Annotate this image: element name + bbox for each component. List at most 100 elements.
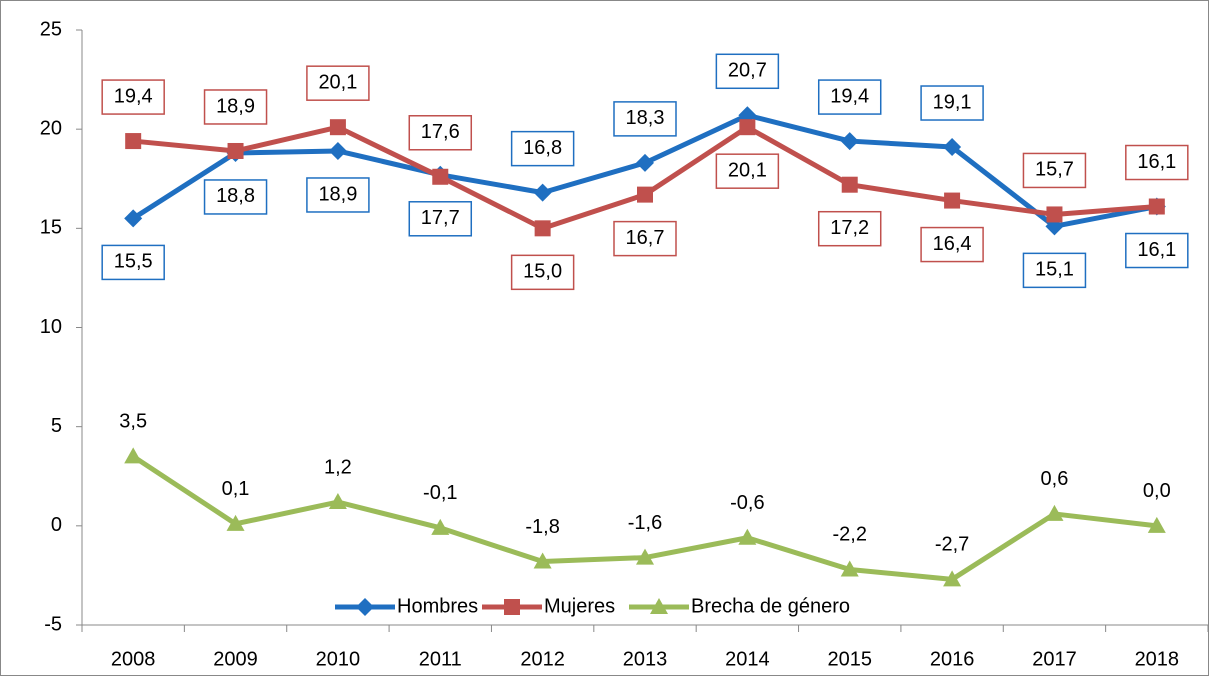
data-label: 20,7 xyxy=(728,60,767,82)
data-label: 18,8 xyxy=(216,185,255,207)
marker xyxy=(840,560,859,577)
marker xyxy=(328,141,347,160)
data-label: 0,6 xyxy=(1041,468,1069,490)
marker xyxy=(328,493,347,510)
data-label: 18,9 xyxy=(216,95,255,117)
data-label: 17,6 xyxy=(421,121,460,143)
marker xyxy=(504,599,520,615)
x-tick-label: 2015 xyxy=(827,648,872,670)
legend-label: Mujeres xyxy=(544,595,615,617)
y-tick-label: 25 xyxy=(40,18,62,40)
label-box xyxy=(1022,252,1087,289)
marker xyxy=(738,528,757,545)
data-label: 17,7 xyxy=(421,207,460,229)
label-box xyxy=(306,177,370,213)
label-box xyxy=(203,89,268,125)
data-label: 17,2 xyxy=(830,217,869,239)
legend-label: Brecha de género xyxy=(691,595,850,617)
data-label: 20,1 xyxy=(728,159,767,181)
x-tick-label: 2009 xyxy=(213,648,258,670)
marker xyxy=(432,168,449,185)
label-box xyxy=(101,79,165,115)
marker xyxy=(533,552,552,569)
marker xyxy=(841,176,858,193)
marker xyxy=(943,570,962,587)
label-box xyxy=(817,210,882,247)
y-tick-label: 20 xyxy=(40,117,62,139)
data-label: 16,1 xyxy=(1137,151,1176,173)
x-tick-label: 2017 xyxy=(1032,648,1077,670)
data-label: 19,1 xyxy=(933,91,972,113)
data-label: 20,1 xyxy=(318,71,357,93)
x-tick-label: 2016 xyxy=(930,648,975,670)
label-box xyxy=(1125,144,1189,181)
marker xyxy=(534,220,551,237)
legend-label: Hombres xyxy=(397,595,478,617)
x-tick-label: 2008 xyxy=(111,648,156,670)
marker xyxy=(636,548,654,565)
label-box xyxy=(1022,152,1087,189)
x-tick-label: 2014 xyxy=(725,648,770,670)
y-tick-label: 10 xyxy=(40,316,62,338)
data-label: 15,5 xyxy=(114,251,153,273)
data-label: -2,2 xyxy=(832,524,866,546)
data-label: 16,4 xyxy=(933,233,972,255)
marker xyxy=(226,514,245,531)
marker xyxy=(356,598,374,616)
label-box xyxy=(306,65,370,101)
marker xyxy=(637,186,653,203)
data-label: 1,2 xyxy=(324,456,352,478)
data-label: 15,0 xyxy=(523,261,562,283)
label-box xyxy=(408,115,473,151)
x-tick-label: 2011 xyxy=(419,648,462,670)
data-label: -1,6 xyxy=(628,512,662,534)
x-tick-label: 2012 xyxy=(520,648,565,670)
label-box xyxy=(920,85,984,121)
data-label: 3,5 xyxy=(119,411,147,433)
marker xyxy=(431,518,450,535)
marker xyxy=(1046,206,1063,223)
label-box xyxy=(613,101,677,137)
x-tick-label: 2018 xyxy=(1135,648,1180,670)
data-label: 0,1 xyxy=(222,478,250,500)
data-label: 18,3 xyxy=(626,107,665,129)
marker xyxy=(943,138,962,157)
label-box xyxy=(1125,232,1189,269)
x-tick-label: 2013 xyxy=(623,648,668,670)
data-label: 16,8 xyxy=(523,137,562,159)
data-label: 19,4 xyxy=(114,85,153,107)
marker xyxy=(1147,516,1166,533)
marker xyxy=(636,153,654,172)
label-box xyxy=(613,220,677,257)
label-box xyxy=(203,179,268,215)
data-label: -0,1 xyxy=(423,482,457,504)
data-label: 18,9 xyxy=(318,183,357,205)
data-label: 16,7 xyxy=(626,227,665,249)
label-box xyxy=(510,130,575,167)
label-box xyxy=(715,53,780,90)
data-label: -1,8 xyxy=(525,516,559,538)
marker xyxy=(1045,504,1064,521)
marker xyxy=(840,132,859,151)
label-box xyxy=(510,254,575,291)
data-label: 15,7 xyxy=(1035,159,1074,181)
label-box xyxy=(101,244,165,281)
y-tick-label: -5 xyxy=(44,613,62,635)
y-tick-label: 5 xyxy=(51,415,62,437)
marker xyxy=(227,142,244,159)
marker xyxy=(124,209,143,228)
y-tick-label: 15 xyxy=(40,217,62,239)
x-tick-label: 2010 xyxy=(316,648,361,670)
marker xyxy=(1148,198,1165,215)
label-box xyxy=(715,153,780,189)
data-label: 19,4 xyxy=(830,85,869,107)
data-label: 0,0 xyxy=(1143,480,1171,502)
marker xyxy=(124,447,143,464)
marker xyxy=(329,119,346,136)
marker xyxy=(533,183,552,202)
data-label: -0,6 xyxy=(730,492,764,514)
marker xyxy=(944,192,961,209)
y-tick-label: 0 xyxy=(51,514,62,536)
